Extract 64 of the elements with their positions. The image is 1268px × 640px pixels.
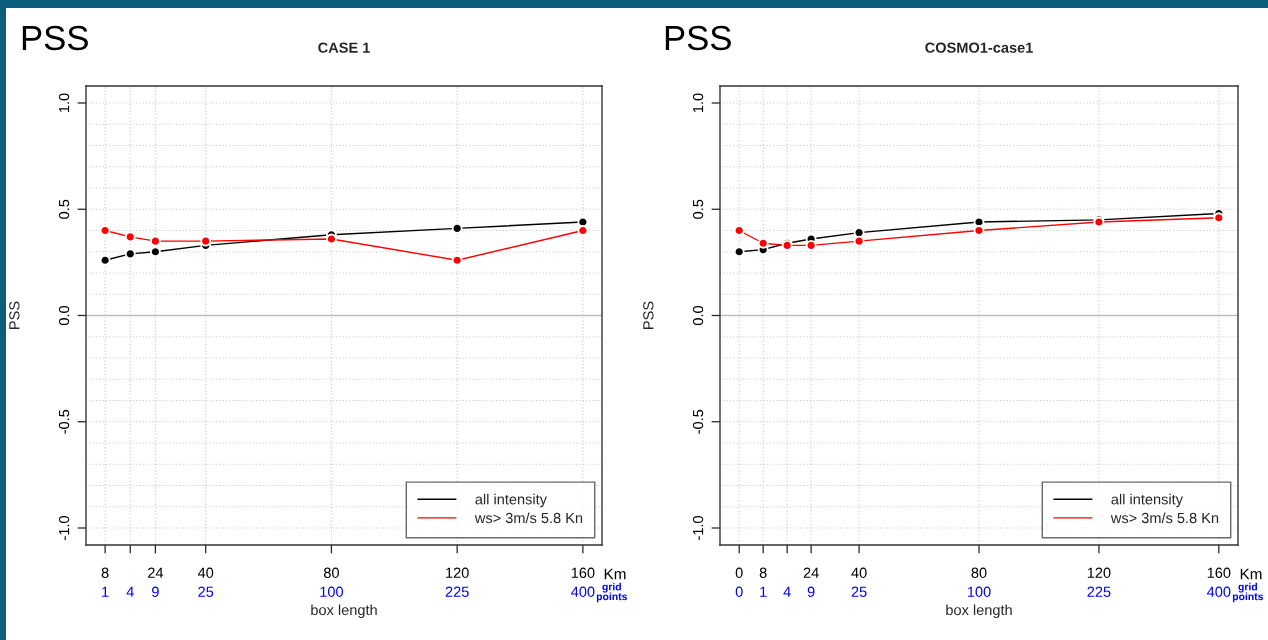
x-tick-label: 0 [735,567,743,578]
y-axis-title: PSS [9,301,20,329]
x-tick-label: 160 [1207,567,1231,578]
point [326,233,337,245]
point [124,231,136,243]
y-tick-label: -1.0 [692,516,704,540]
x-tick-label: 24 [148,567,164,578]
legend-label: ws> 3m/s 5.8 Kn [1110,512,1219,524]
y-tick-label: -0.5 [58,409,70,434]
text: PSS [665,25,731,51]
x-axis-title: box length [946,604,1012,619]
text: 100 [967,586,991,597]
chart-title: COSMO1-case1 [925,42,1033,53]
text: Km [1240,568,1262,580]
text: 225 [445,586,469,597]
text: 100 [320,586,344,597]
x-tick-label: 40 [851,567,867,578]
point [200,235,212,247]
y-tick-label: 0.0 [58,305,70,326]
y-tick-label: 1.0 [58,93,70,113]
text: 4 [783,586,791,597]
y-axis-title: PSS [643,301,654,329]
x-tick-label: 40 [197,567,214,578]
chart-title: CASE 1 [318,42,370,53]
point [149,246,161,258]
legend-label: ws> 3m/s 5.8 Kn [474,512,583,524]
text: 400 [1206,586,1231,597]
y-tick-label: 0.5 [692,199,704,219]
x-tick-label: 160 [571,567,595,578]
text: 9 [807,586,815,597]
text: 4 [126,586,134,597]
text: grid points [596,582,627,603]
legend-label: all intensity [1111,493,1183,508]
text: grid points [1232,582,1264,603]
point [124,248,136,260]
text: 400 [571,586,595,597]
text: Km [604,568,626,580]
x-tick-label: 80 [971,567,987,578]
text: 9 [152,586,159,597]
x-tick-label: 80 [323,567,339,578]
y-tick-label: -1.0 [58,516,70,540]
text: 25 [851,586,867,597]
text: 1 [102,586,109,597]
y-tick-label: -0.5 [692,409,704,434]
point [973,225,985,236]
point [757,237,769,249]
y-tick-label: 0.0 [692,305,704,326]
text: 25 [198,586,214,597]
x-tick-label: 8 [101,567,109,578]
point [451,254,463,266]
text: 1 [760,586,767,597]
point [577,225,589,236]
x-tick-label: 24 [803,567,819,578]
y-tick-label: 1.0 [692,93,704,113]
y-tick-label: 0.5 [58,199,70,219]
x-tick-label: 120 [446,567,469,578]
x-tick-label: 120 [1087,567,1111,578]
text: 0 [735,586,743,597]
point [805,239,817,251]
x-tick-label: 8 [759,567,767,578]
text: PSS [22,25,88,51]
text: 225 [1087,586,1111,597]
x-axis-title: box length [311,604,377,619]
legend-label: all intensity [475,493,547,508]
